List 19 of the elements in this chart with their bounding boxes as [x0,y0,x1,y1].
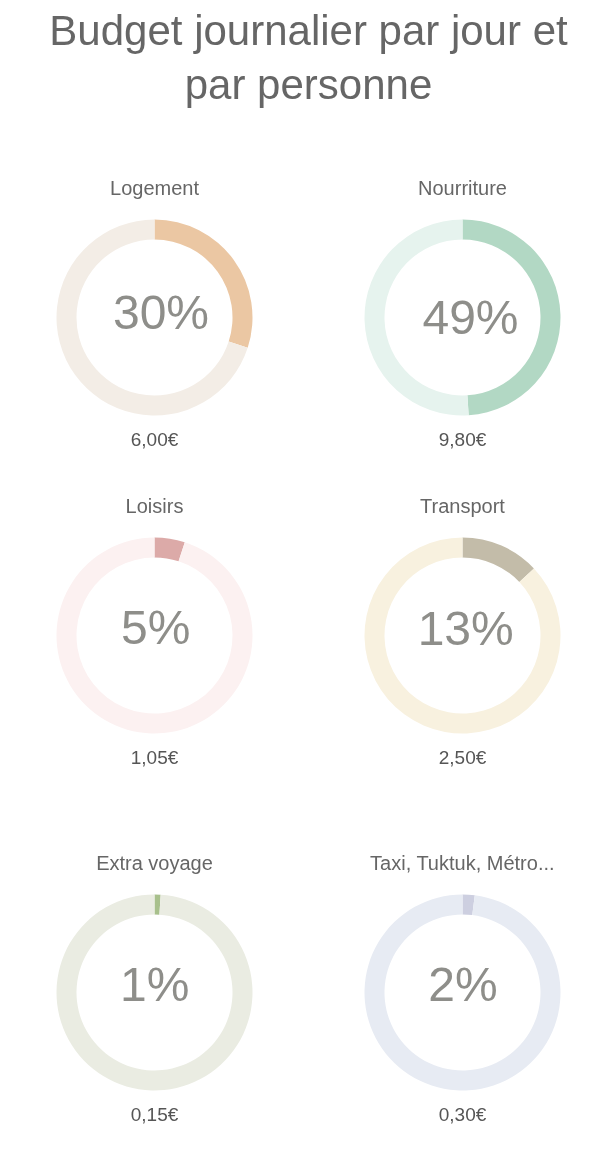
chart-title: Nourriture [418,176,507,199]
text: 2,50€ [438,747,487,768]
data-label: 5% [121,601,191,655]
chart-title: Extra voyage [96,851,213,874]
text: 1,05€ [130,747,179,768]
data-label: 13% [417,601,514,655]
chart-title: Logement [110,176,200,199]
data-label: 1% [120,958,190,1011]
text: 6,00€ [130,429,179,450]
text: 9,80€ [438,429,487,450]
data-label: 49% [422,290,519,344]
text: 0,15€ [130,1104,179,1125]
chart-title: Loisirs [125,494,184,517]
text: 0,30€ [438,1104,487,1125]
data-label: 2% [428,958,498,1012]
chart-title: Transport [420,494,506,517]
text: Budget journalier par jour et par personne [49,7,568,108]
chart-title: Taxi, Tuktuk, Métro... [370,851,555,874]
data-label: 30% [112,286,210,340]
